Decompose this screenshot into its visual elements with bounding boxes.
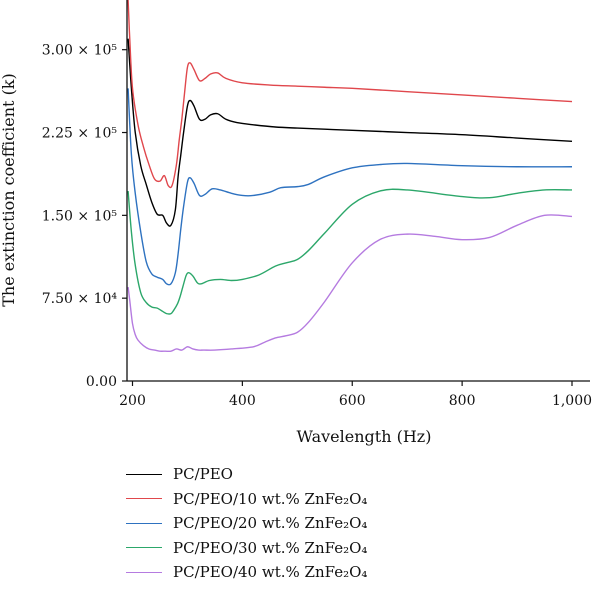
y-tick-label: 3.00 × 10⁵: [42, 43, 118, 59]
series-line-0: [127, 38, 573, 227]
series-line-4: [127, 214, 573, 353]
x-tick-label: 600: [339, 393, 366, 409]
plot-lines: [127, 0, 573, 353]
x-ticks: 200 400 600 800 1,000: [119, 381, 592, 409]
legend-item: PC/PEO/30 wt.% ZnFe₂O₄: [126, 536, 367, 561]
legend-label: PC/PEO/40 wt.% ZnFe₂O₄: [173, 563, 368, 582]
x-tick-label: 1,000: [552, 393, 592, 409]
y-tick-label: 1.50 × 10⁵: [42, 208, 118, 224]
x-tick-label: 400: [229, 393, 256, 409]
axes: [126, 0, 590, 382]
x-tick-label: 200: [119, 393, 146, 409]
legend-swatch: [126, 498, 162, 500]
legend: PC/PEO PC/PEO/10 wt.% ZnFe₂O₄ PC/PEO/20 wt…: [126, 462, 367, 585]
legend-label: PC/PEO/30 wt.% ZnFe₂O₄: [173, 538, 368, 557]
x-axis-title: Wavelength (Hz): [297, 427, 432, 446]
legend-swatch: [126, 522, 162, 524]
legend-label: PC/PEO/20 wt.% ZnFe₂O₄: [173, 514, 368, 533]
x-tick-label: 800: [449, 393, 476, 409]
chart: 200 400 600 800 1,000 0.00 7.50 × 10⁴ 1.50 × 1…: [0, 0, 592, 446]
series-line-1: [127, 0, 573, 189]
legend-item: PC/PEO/20 wt.% ZnFe₂O₄: [126, 511, 367, 536]
legend-swatch: [126, 571, 162, 573]
legend-item: PC/PEO/40 wt.% ZnFe₂O₄: [126, 560, 367, 585]
series-line-3: [127, 188, 573, 315]
legend-label: PC/PEO/10 wt.% ZnFe₂O₄: [173, 489, 368, 508]
legend-swatch: [126, 473, 162, 475]
legend-label: PC/PEO: [173, 465, 233, 484]
y-tick-label: 7.50 × 10⁴: [42, 291, 118, 307]
y-axis-title: The extinction coefficient (k): [0, 73, 18, 307]
series-line-2: [127, 88, 573, 286]
y-tick-label: 2.25 × 10⁵: [42, 126, 118, 142]
y-tick-label: 0.00: [86, 374, 117, 390]
legend-item: PC/PEO: [126, 462, 367, 487]
y-ticks: 0.00 7.50 × 10⁴ 1.50 × 10⁵ 2.25 × 10⁵ 3.00 ×…: [42, 43, 127, 390]
legend-item: PC/PEO/10 wt.% ZnFe₂O₄: [126, 487, 367, 512]
legend-swatch: [126, 547, 162, 549]
